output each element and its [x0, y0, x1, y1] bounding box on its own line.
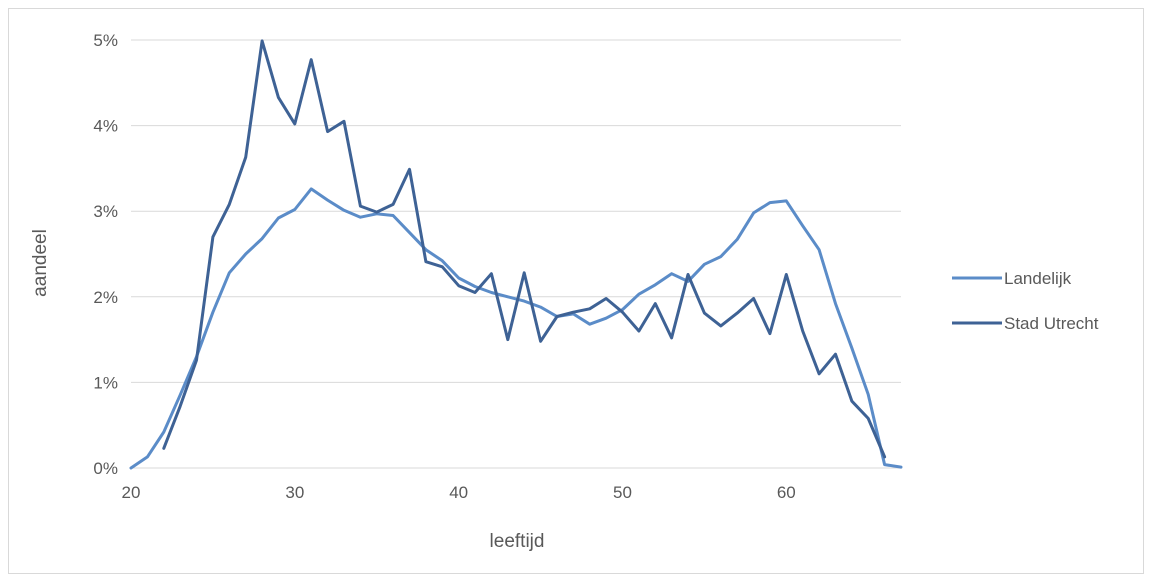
- gridlines: [131, 39, 901, 383]
- y-axis-label: aandeel: [30, 229, 51, 297]
- chart-frame: 0% 1% 2% 3% 4% 5% 20 30 40 50 60 leeftijd aandeel …: [8, 8, 1144, 574]
- x-tick-label: 60: [777, 483, 796, 502]
- legend: Landelijk Stad Utrecht: [952, 269, 1099, 333]
- x-tick-label: 50: [613, 483, 632, 502]
- y-tick-label: 4%: [93, 117, 118, 136]
- y-tick-label: 3%: [93, 202, 118, 221]
- y-tick-label: 2%: [93, 288, 118, 307]
- y-tick-label: 1%: [93, 373, 118, 392]
- x-tick-label: 40: [449, 483, 468, 502]
- line-chart: 0%1%2%3%4%5%20 30 40 50 60 leeftijd aandeel …: [30, 31, 1099, 552]
- series-line-landelijk: [129, 187, 903, 470]
- x-axis-label: leeftijd: [490, 531, 545, 552]
- tick-labels: 0% 1% 2% 3% 4% 5% 20 30 40 50 60: [93, 31, 795, 502]
- legend-label: Landelijk: [1004, 269, 1072, 288]
- y-tick-label: 0%: [93, 459, 118, 478]
- x-tick-label: 20: [122, 483, 141, 502]
- y-tick-label: 5%: [93, 31, 118, 50]
- series-line-stad-utrecht: [162, 39, 887, 459]
- x-tick-label: 30: [285, 483, 304, 502]
- series-lines: [129, 39, 903, 470]
- legend-label: Stad Utrecht: [1004, 314, 1099, 333]
